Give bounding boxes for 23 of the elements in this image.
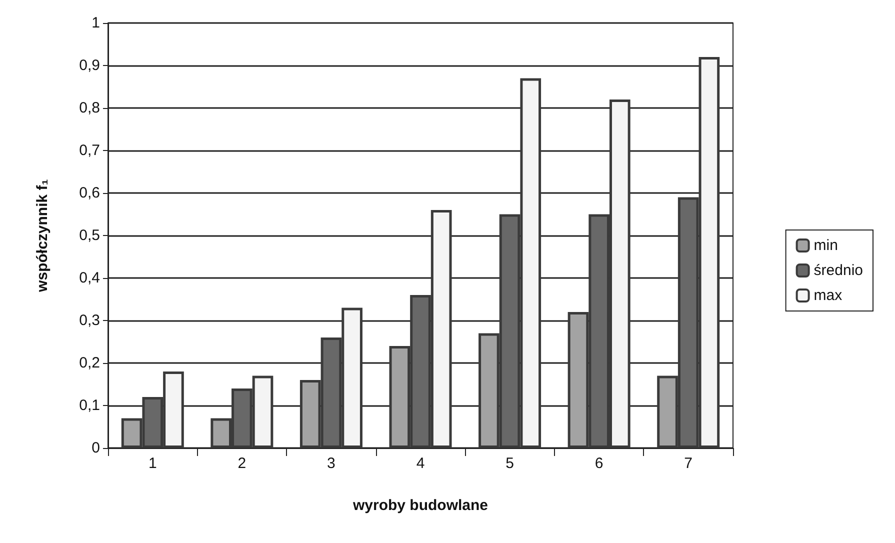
y-tick-label: 0,3 bbox=[79, 312, 100, 329]
y-axis-title: współczynnik f₁ bbox=[34, 179, 51, 293]
y-tick-label: 0,2 bbox=[79, 354, 100, 372]
legend-label: min bbox=[814, 237, 838, 254]
y-tick-label: 0,7 bbox=[79, 142, 100, 159]
legend-label: max bbox=[814, 287, 843, 304]
y-tick-label: 0 bbox=[92, 440, 100, 456]
x-tick-label: 2 bbox=[238, 455, 246, 472]
y-tick-label: 0,6 bbox=[79, 184, 100, 202]
x-tick-label: 4 bbox=[416, 455, 425, 472]
x-tick-label: 6 bbox=[594, 455, 604, 472]
x-tick-label: 1 bbox=[148, 455, 157, 472]
x-tick-label: 5 bbox=[506, 455, 514, 472]
y-tick-label: 0,5 bbox=[79, 227, 100, 244]
x-tick-label: 7 bbox=[684, 455, 693, 472]
x-tick-label: 3 bbox=[327, 455, 336, 472]
x-axis-title: wyroby budowlane bbox=[352, 497, 488, 514]
y-tick-label: 0,8 bbox=[79, 100, 100, 116]
y-tick-label: 0,9 bbox=[79, 57, 100, 74]
y-tick-label: 0,1 bbox=[79, 397, 100, 414]
y-tick-label: 1 bbox=[92, 14, 100, 32]
legend-label: średnio bbox=[814, 262, 864, 279]
y-tick-label: 0,4 bbox=[79, 270, 100, 286]
